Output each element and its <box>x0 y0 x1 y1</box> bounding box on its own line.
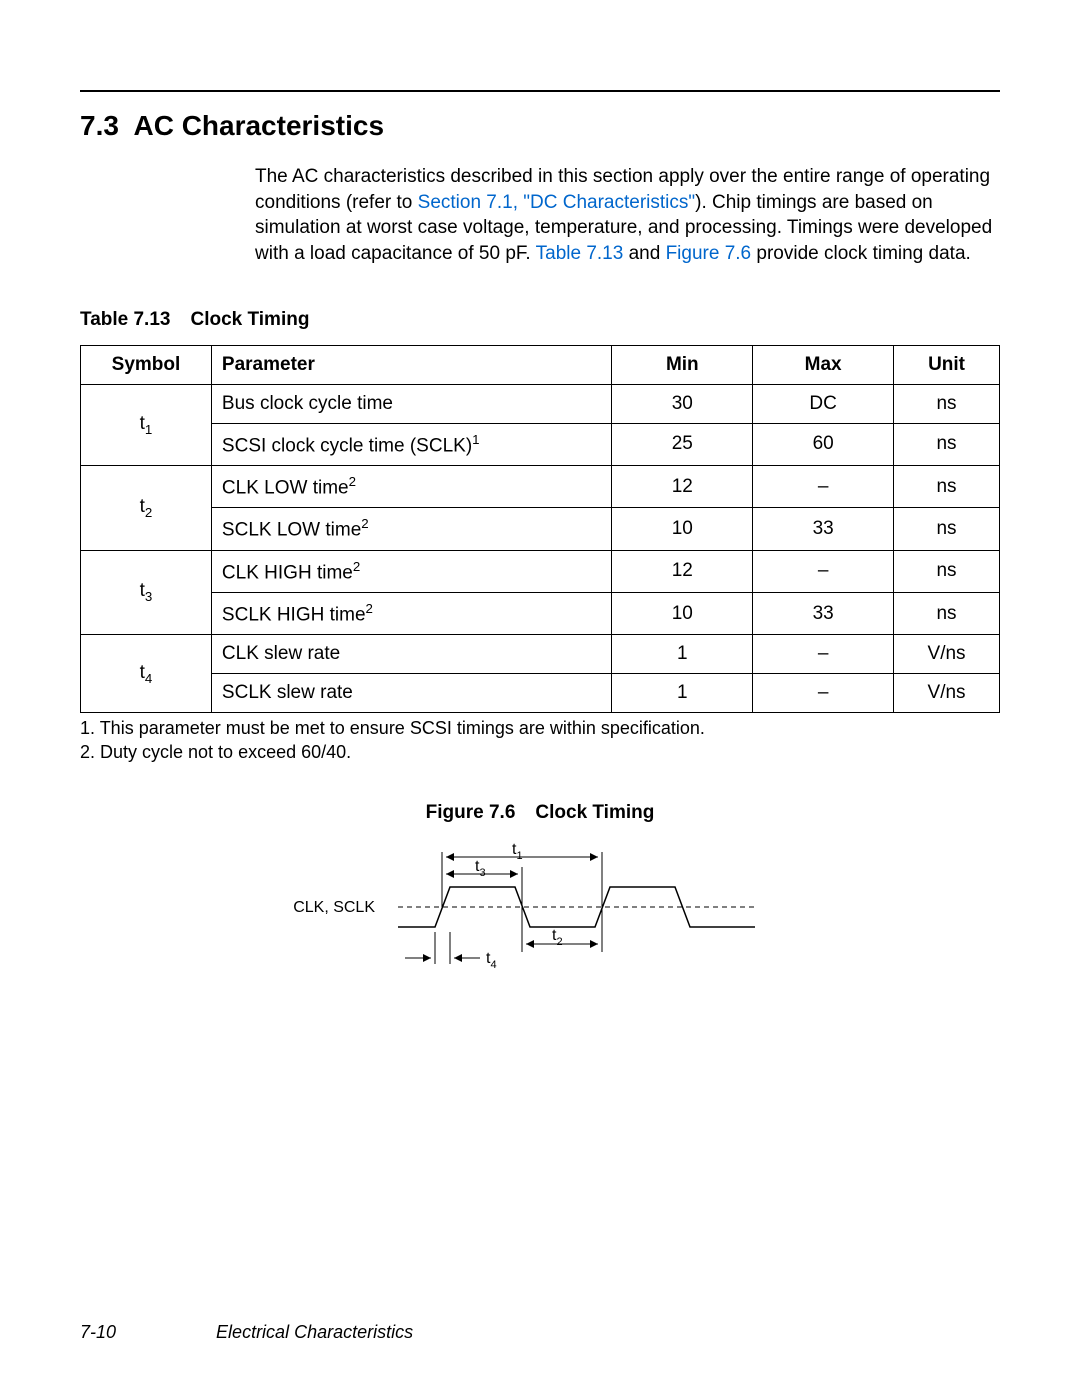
cell-parameter: CLK slew rate <box>211 635 611 674</box>
t1-arrow-left <box>446 853 454 861</box>
t1-label: t1 <box>512 841 523 862</box>
t1-arrow-right <box>590 853 598 861</box>
section-number: 7.3 <box>80 110 119 141</box>
cell-symbol: t1 <box>81 384 212 465</box>
cell-max: DC <box>753 384 894 423</box>
footnote-1: 1. This parameter must be met to ensure … <box>80 717 1000 740</box>
cell-unit: ns <box>894 508 1000 550</box>
link-figure-76[interactable]: Figure 7.6 <box>666 243 752 264</box>
section-title: AC Characteristics <box>133 110 384 141</box>
cell-unit: V/ns <box>894 674 1000 713</box>
page-number: 7-10 <box>80 1322 116 1342</box>
cell-min: 1 <box>612 674 753 713</box>
cell-max: – <box>753 465 894 507</box>
cell-min: 10 <box>612 508 753 550</box>
table-footnotes: 1. This parameter must be met to ensure … <box>80 717 1000 764</box>
th-max: Max <box>753 345 894 384</box>
t4-label: t4 <box>486 950 497 971</box>
t3-arrow-right <box>510 870 518 878</box>
t2-label: t2 <box>552 927 563 948</box>
t2-arrow-left <box>526 940 534 948</box>
footnote-2: 2. Duty cycle not to exceed 60/40. <box>80 741 1000 764</box>
th-min: Min <box>612 345 753 384</box>
cell-max: 60 <box>753 423 894 465</box>
table-row: t2CLK LOW time212–ns <box>81 465 1000 507</box>
cell-unit: ns <box>894 423 1000 465</box>
section-heading: 7.3 AC Characteristics <box>80 110 1000 142</box>
t4-arrow-right <box>454 954 462 962</box>
table-row: SCSI clock cycle time (SCLK)12560ns <box>81 423 1000 465</box>
cell-unit: ns <box>894 550 1000 592</box>
figure-caption: Figure 7.6Clock Timing <box>80 802 1000 824</box>
intro-paragraph: The AC characteristics described in this… <box>255 164 1000 267</box>
t4-arrow-left <box>423 954 431 962</box>
cell-max: – <box>753 674 894 713</box>
cell-parameter: CLK LOW time2 <box>211 465 611 507</box>
cell-symbol: t3 <box>81 550 212 635</box>
cell-min: 12 <box>612 465 753 507</box>
th-unit: Unit <box>894 345 1000 384</box>
table-header-row: Symbol Parameter Min Max Unit <box>81 345 1000 384</box>
cell-symbol: t4 <box>81 635 212 713</box>
signal-label: CLK, SCLK <box>293 899 375 916</box>
cell-unit: V/ns <box>894 635 1000 674</box>
t3-label: t3 <box>475 858 486 879</box>
top-rule <box>80 90 1000 92</box>
cell-max: 33 <box>753 592 894 634</box>
cell-parameter: CLK HIGH time2 <box>211 550 611 592</box>
page-footer: 7-10 Electrical Characteristics <box>80 1322 1000 1343</box>
clock-timing-figure: CLK, SCLK t1 t3 t2 <box>80 832 1000 982</box>
cell-min: 30 <box>612 384 753 423</box>
table-row: t3CLK HIGH time212–ns <box>81 550 1000 592</box>
cell-min: 12 <box>612 550 753 592</box>
cell-unit: ns <box>894 384 1000 423</box>
cell-parameter: Bus clock cycle time <box>211 384 611 423</box>
table-row: t4CLK slew rate1–V/ns <box>81 635 1000 674</box>
table-row: SCLK LOW time21033ns <box>81 508 1000 550</box>
table-row: t1Bus clock cycle time30DCns <box>81 384 1000 423</box>
timing-diagram-svg: CLK, SCLK t1 t3 t2 <box>280 832 800 982</box>
table-caption: Table 7.13Clock Timing <box>80 309 1000 331</box>
chapter-title: Electrical Characteristics <box>216 1322 413 1342</box>
cell-parameter: SCLK slew rate <box>211 674 611 713</box>
link-table-713[interactable]: Table 7.13 <box>536 243 624 264</box>
t3-arrow-left <box>446 870 454 878</box>
th-symbol: Symbol <box>81 345 212 384</box>
cell-min: 1 <box>612 635 753 674</box>
page: 7.3 AC Characteristics The AC characteri… <box>0 0 1080 1388</box>
cell-parameter: SCLK LOW time2 <box>211 508 611 550</box>
t2-arrow-right <box>590 940 598 948</box>
link-dc-characteristics[interactable]: Section 7.1, "DC Characteristics" <box>418 192 695 213</box>
cell-min: 10 <box>612 592 753 634</box>
th-parameter: Parameter <box>211 345 611 384</box>
cell-max: – <box>753 550 894 592</box>
waveform <box>398 887 755 927</box>
cell-parameter: SCSI clock cycle time (SCLK)1 <box>211 423 611 465</box>
cell-parameter: SCLK HIGH time2 <box>211 592 611 634</box>
cell-unit: ns <box>894 592 1000 634</box>
cell-min: 25 <box>612 423 753 465</box>
cell-symbol: t2 <box>81 465 212 550</box>
table-row: SCLK slew rate1–V/ns <box>81 674 1000 713</box>
table-row: SCLK HIGH time21033ns <box>81 592 1000 634</box>
clock-timing-table: Symbol Parameter Min Max Unit t1Bus cloc… <box>80 345 1000 714</box>
cell-max: – <box>753 635 894 674</box>
cell-unit: ns <box>894 465 1000 507</box>
cell-max: 33 <box>753 508 894 550</box>
